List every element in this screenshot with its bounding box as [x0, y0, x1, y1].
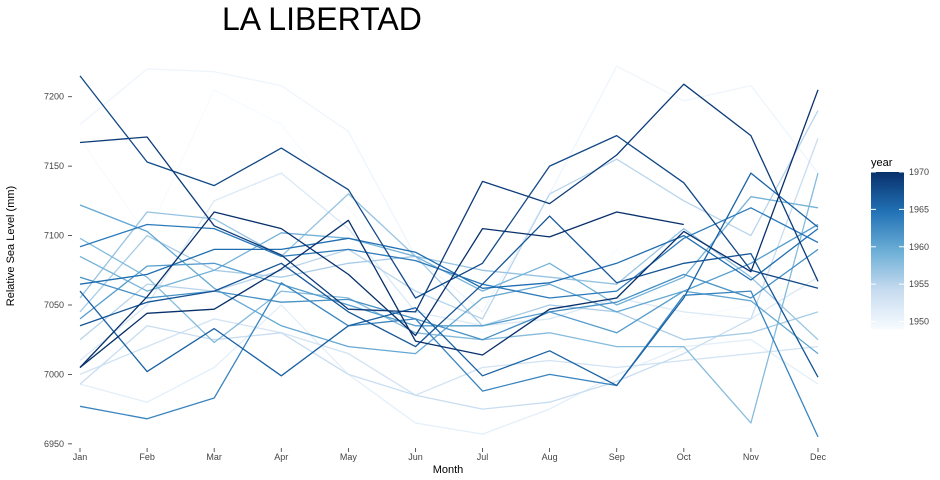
legend-title: year	[871, 157, 893, 169]
series-line-1966	[79, 172, 819, 387]
legend-tick-label: 1960	[909, 242, 929, 252]
x-axis-title: Month	[433, 464, 464, 476]
legend-colorbar	[871, 172, 904, 329]
series-line-1963	[79, 282, 819, 438]
series-line-1949	[79, 89, 819, 334]
series-line-1954	[79, 138, 819, 410]
y-tick-label: 7200	[44, 92, 64, 102]
y-axis-title: Relative Sea Level (mm)	[5, 186, 17, 306]
x-tick-label: Oct	[677, 452, 692, 462]
series-line-1951	[79, 304, 819, 435]
y-tick-label: 6950	[44, 439, 64, 449]
series-line-1959	[79, 196, 819, 306]
x-tick-label: Jul	[477, 452, 489, 462]
x-tick-label: Sep	[609, 452, 625, 462]
legend-tick-label: 1970	[909, 167, 929, 177]
y-tick-label: 7100	[44, 231, 64, 241]
y-tick-label: 7050	[44, 300, 64, 310]
series-line-1968	[79, 75, 819, 299]
y-tick-label: 7150	[44, 161, 64, 171]
series-line-1970	[79, 89, 819, 369]
series-lines	[79, 65, 819, 438]
series-line-1971	[79, 211, 684, 368]
series-line-1952	[79, 172, 819, 362]
x-tick-label: Feb	[139, 452, 155, 462]
color-legend: year 1950 1955 1960 1965 1970	[871, 157, 929, 329]
series-line-1965	[79, 228, 819, 289]
series-line-1957	[79, 193, 819, 341]
x-tick-label: Dec	[810, 452, 827, 462]
x-tick-label: Jun	[408, 452, 423, 462]
chart-title: LA LIBERTAD	[222, 1, 422, 37]
x-tick-label: May	[340, 452, 358, 462]
series-line-1958	[79, 172, 819, 424]
legend-tick-label: 1955	[909, 279, 929, 289]
series-line-1956	[79, 234, 819, 341]
x-tick-label: Apr	[274, 452, 288, 462]
x-axis: Jan Feb Mar Apr May Jun Jul Aug Sep Oct Nov Dec	[73, 448, 827, 462]
series-line-1950	[79, 65, 819, 313]
series-line-1969	[79, 83, 819, 313]
legend-tick-label: 1950	[909, 317, 929, 327]
series-line-1953	[79, 318, 819, 396]
y-axis: 6950 7000 7050 7100 7150 7200	[44, 92, 72, 449]
x-tick-label: Jan	[73, 452, 88, 462]
legend-tick-label: 1965	[909, 204, 929, 214]
series-line-1967	[79, 215, 819, 378]
x-tick-label: Aug	[542, 452, 558, 462]
series-line-1955	[79, 110, 819, 341]
x-tick-label: Mar	[206, 452, 222, 462]
series-line-1964	[79, 207, 819, 299]
x-tick-label: Nov	[743, 452, 760, 462]
legend-ticks: 1950 1955 1960 1965 1970	[871, 167, 929, 327]
series-line-1961	[79, 223, 819, 334]
y-tick-label: 7000	[44, 369, 64, 379]
